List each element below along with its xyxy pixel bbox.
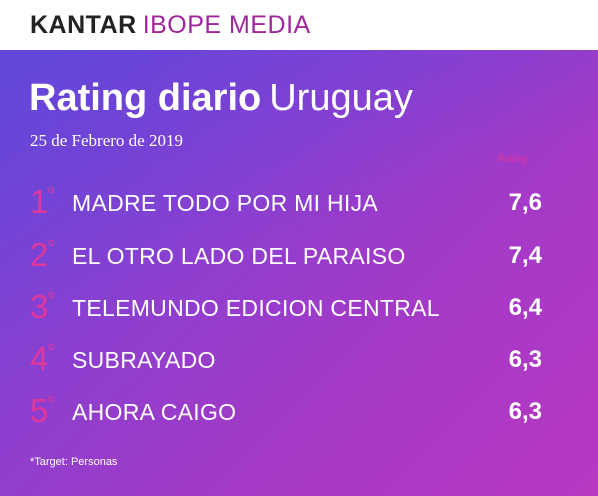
program-name: MADRE TODO POR MI HIJA [72, 190, 379, 216]
rank-number: 3º [30, 288, 55, 325]
ranking-row-3: 3º TELEMUNDO EDICION CENTRAL 6,4 [0, 288, 598, 328]
rank-number: 5º [30, 392, 55, 429]
header-bar: KANTAR IBOPE MEDIA [0, 0, 598, 50]
program-name: SUBRAYADO [72, 347, 216, 373]
program-name: TELEMUNDO EDICION CENTRAL [72, 295, 440, 321]
program-name: EL OTRO LADO DEL PARAISO [72, 243, 406, 269]
rating-value: 7,6 [508, 189, 542, 216]
rating-value: 6,3 [508, 346, 542, 373]
rating-value: 7,4 [508, 242, 542, 269]
ranking-row-5: 5º AHORA CAIGO 6,3 [0, 392, 598, 432]
title-bold: Rating diario [29, 77, 262, 119]
logo-ibope-media: IBOPE MEDIA [142, 11, 311, 39]
logo-kantar: KANTAR [30, 11, 137, 39]
panel-gradient-overlay [0, 50, 598, 496]
date-label: 25 de Febrero de 2019 [30, 131, 183, 150]
rank-number: 2º [30, 236, 55, 273]
kantar-ibope-logo: KANTAR IBOPE MEDIA [30, 11, 311, 40]
ranking-row-4: 4º SUBRAYADO 6,3 [0, 340, 598, 380]
rating-panel: Rating diario Uruguay 25 de Febrero de 20… [0, 50, 598, 496]
rating-column-header: Rating [498, 154, 527, 165]
rank-number: 4º [30, 340, 55, 377]
program-name: AHORA CAIGO [72, 399, 237, 425]
ranking-row-2: 2º EL OTRO LADO DEL PARAISO 7,4 [0, 236, 598, 276]
rank-number: 1º [30, 183, 55, 220]
target-footnote: *Target: Personas [30, 456, 118, 468]
ranking-row-1: 1º MADRE TODO POR MI HIJA 7,6 [0, 183, 598, 223]
title-country: Uruguay [269, 77, 413, 119]
rating-value: 6,4 [508, 294, 542, 321]
rating-value: 6,3 [508, 398, 542, 425]
page-title: Rating diario Uruguay [29, 77, 413, 120]
